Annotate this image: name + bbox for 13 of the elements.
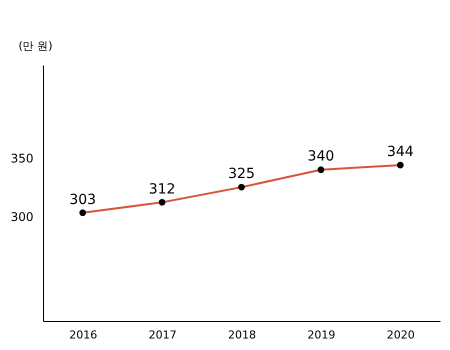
y-axis-title: (만 원) [18, 40, 53, 52]
y-tick-label: 350 [10, 152, 34, 166]
x-tick-label: 2017 [148, 328, 177, 342]
data-label: 340 [308, 148, 334, 165]
x-tick-label: 2016 [69, 328, 98, 342]
data-label: 344 [386, 144, 414, 160]
x-tick-label: 2018 [228, 328, 256, 342]
x-tick-label: 2019 [307, 328, 336, 342]
data-label: 303 [69, 192, 96, 208]
data-label: 312 [148, 181, 176, 198]
x-tick-label: 2020 [386, 328, 415, 342]
data-label: 325 [228, 166, 255, 182]
y-tick-label: 300 [10, 210, 34, 224]
